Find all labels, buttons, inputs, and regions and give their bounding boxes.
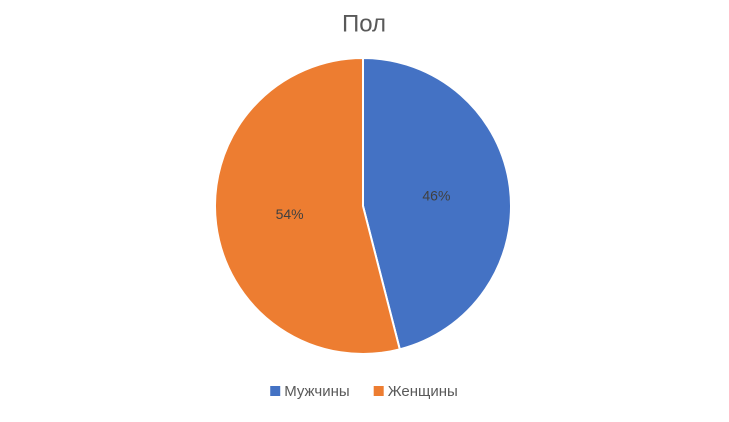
pie-slice: [362, 56, 512, 351]
legend-label: Женщины: [388, 383, 458, 400]
data-label: 46%: [422, 187, 450, 203]
legend-label: Мужчины: [284, 383, 349, 400]
legend-swatch: [373, 386, 384, 396]
legend-swatch: [270, 386, 281, 396]
chart-title: Пол: [342, 10, 386, 37]
data-label: 54%: [276, 206, 304, 222]
pie-slice: [214, 56, 402, 355]
